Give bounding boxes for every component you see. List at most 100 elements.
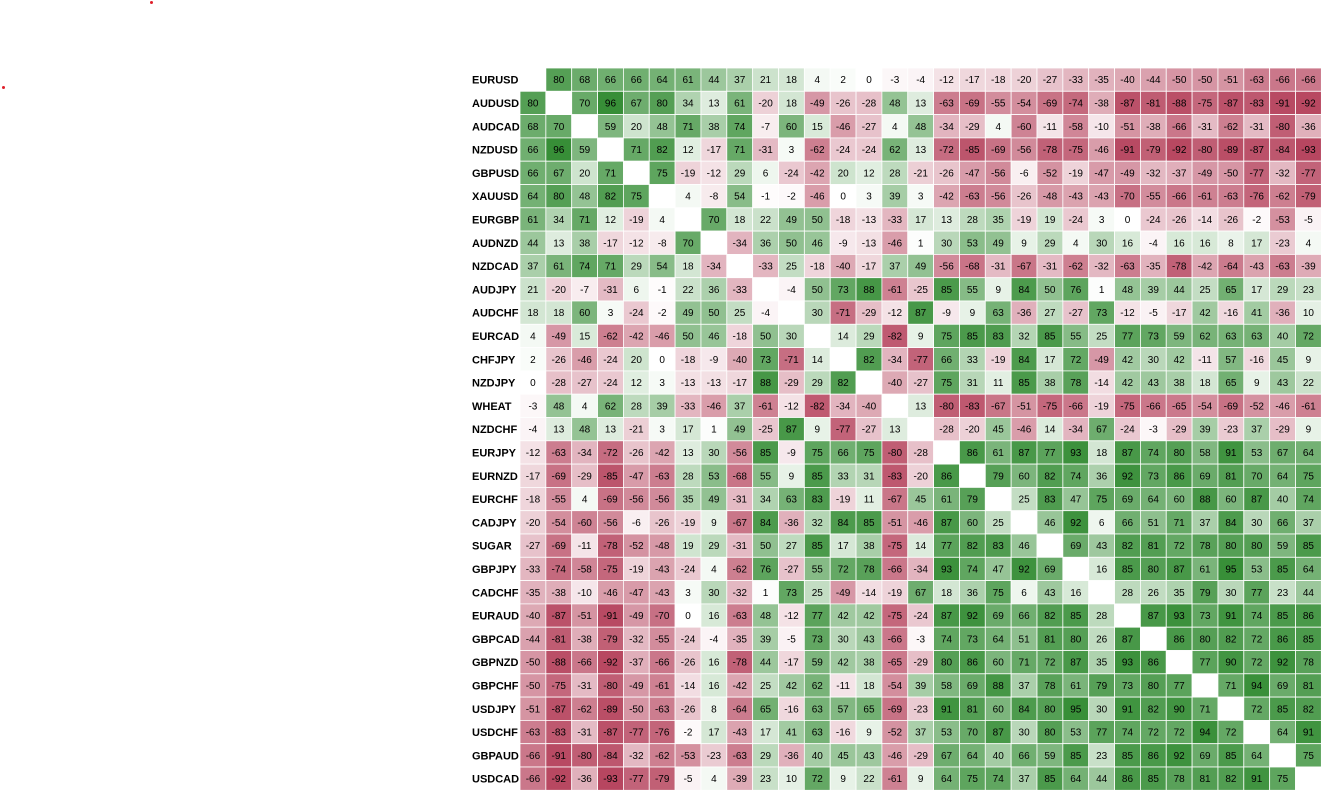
cell-value: 75 bbox=[863, 448, 875, 459]
cell-value: -47 bbox=[965, 168, 980, 179]
row-label: GBPUSD bbox=[472, 168, 519, 180]
cell-value: -34 bbox=[888, 355, 903, 366]
cell-value: 69 bbox=[1199, 471, 1211, 482]
cell-value: -25 bbox=[913, 285, 928, 296]
cell-value: -27 bbox=[1069, 308, 1084, 319]
cell-value: -46 bbox=[836, 122, 851, 133]
cell-value: 90 bbox=[1225, 658, 1237, 669]
cell-value: 87 bbox=[941, 611, 953, 622]
cell-value: -49 bbox=[1094, 355, 1109, 366]
cell-value: 49 bbox=[993, 238, 1005, 249]
cell-value: 9 bbox=[918, 331, 924, 342]
cell-value: 43 bbox=[1277, 378, 1289, 389]
cell-value: 51 bbox=[1019, 634, 1031, 645]
cell-value: 80 bbox=[1148, 564, 1160, 575]
cell-value: 3 bbox=[659, 378, 665, 389]
cell-value: 84 bbox=[760, 518, 772, 529]
cell-value: 37 bbox=[915, 728, 927, 739]
heatmap-cell bbox=[1088, 580, 1115, 605]
cell-value: 25 bbox=[993, 518, 1005, 529]
cell-value: -7 bbox=[761, 122, 770, 133]
cell-value: 49 bbox=[915, 262, 927, 273]
cell-value: -63 bbox=[733, 611, 748, 622]
cell-value: -27 bbox=[577, 378, 592, 389]
cell-value: 38 bbox=[708, 122, 720, 133]
cell-value: 60 bbox=[967, 518, 979, 529]
cell-value: 42 bbox=[838, 611, 850, 622]
cell-value: 73 bbox=[967, 634, 979, 645]
cell-value: 18 bbox=[1199, 378, 1211, 389]
cell-value: 93 bbox=[1174, 611, 1186, 622]
cell-value: 50 bbox=[786, 238, 798, 249]
cell-value: -47 bbox=[629, 471, 644, 482]
cell-value: -77 bbox=[913, 355, 928, 366]
cell-value: 27 bbox=[786, 541, 798, 552]
cell-value: -56 bbox=[655, 495, 670, 506]
cell-value: 32 bbox=[1019, 331, 1031, 342]
cell-value: -19 bbox=[681, 168, 696, 179]
cell-value: 86 bbox=[1174, 634, 1186, 645]
row-label: USDCHF bbox=[472, 727, 518, 739]
cell-value: -82 bbox=[810, 401, 825, 412]
cell-value: 42 bbox=[1122, 355, 1134, 366]
cell-value: -18 bbox=[733, 331, 748, 342]
cell-value: -32 bbox=[1146, 168, 1161, 179]
cell-value: 91 bbox=[1303, 728, 1315, 739]
cell-value: -20 bbox=[758, 98, 773, 109]
heatmap-cell bbox=[622, 160, 650, 185]
cell-value: -19 bbox=[1069, 168, 1084, 179]
cell-value: -38 bbox=[577, 634, 592, 645]
cell-value: -6 bbox=[1020, 168, 1029, 179]
cell-value: 69 bbox=[1199, 751, 1211, 762]
cell-value: 13 bbox=[553, 238, 565, 249]
cell-value: -14 bbox=[1198, 215, 1213, 226]
cell-value: -91 bbox=[1120, 145, 1135, 156]
cell-value: -25 bbox=[758, 425, 773, 436]
cell-value: -88 bbox=[1172, 98, 1187, 109]
cell-value: 76 bbox=[760, 564, 772, 575]
cell-value: -52 bbox=[1043, 168, 1058, 179]
cell-value: 96 bbox=[553, 145, 565, 156]
row-label: CADCHF bbox=[472, 587, 519, 599]
cell-value: -34 bbox=[836, 401, 851, 412]
cell-value: 86 bbox=[941, 471, 953, 482]
cell-value: 71 bbox=[579, 215, 591, 226]
cell-value: -76 bbox=[655, 728, 670, 739]
cell-value: 30 bbox=[812, 308, 824, 319]
cell-value: -23 bbox=[1275, 238, 1290, 249]
cell-value: -80 bbox=[939, 401, 954, 412]
cell-value: -43 bbox=[733, 728, 748, 739]
cell-value: 80 bbox=[553, 192, 565, 203]
cell-value: -36 bbox=[1301, 122, 1316, 133]
cell-value: -31 bbox=[603, 285, 618, 296]
cell-value: 85 bbox=[1122, 564, 1134, 575]
cell-value: 72 bbox=[1174, 541, 1186, 552]
cell-value: 74 bbox=[579, 262, 591, 273]
cell-value: 66 bbox=[605, 75, 617, 86]
heatmap-cell bbox=[829, 347, 857, 372]
cell-value: -58 bbox=[1069, 122, 1084, 133]
cell-value: -27 bbox=[1043, 75, 1058, 86]
cell-value: -16 bbox=[784, 704, 799, 715]
cell-value: 94 bbox=[1199, 728, 1211, 739]
cell-value: 17 bbox=[760, 728, 772, 739]
cell-value: -89 bbox=[603, 704, 618, 715]
cell-value: -32 bbox=[1094, 262, 1109, 273]
cell-value: 70 bbox=[1251, 471, 1263, 482]
cell-value: -79 bbox=[1301, 192, 1316, 203]
marker-dot bbox=[150, 1, 153, 4]
cell-value: 48 bbox=[579, 425, 591, 436]
cell-value: -24 bbox=[603, 378, 618, 389]
cell-value: -50 bbox=[1198, 75, 1213, 86]
cell-value: 9 bbox=[789, 471, 795, 482]
cell-value: 15 bbox=[812, 122, 824, 133]
cell-value: -18 bbox=[526, 495, 541, 506]
cell-value: 17 bbox=[1044, 355, 1056, 366]
cell-value: 60 bbox=[1019, 471, 1031, 482]
cell-value: 9 bbox=[1254, 378, 1260, 389]
cell-value: 74 bbox=[1251, 611, 1263, 622]
cell-value: 14 bbox=[915, 541, 927, 552]
cell-value: 4 bbox=[582, 495, 588, 506]
cell-value: -54 bbox=[552, 518, 567, 529]
cell-value: -37 bbox=[629, 658, 644, 669]
